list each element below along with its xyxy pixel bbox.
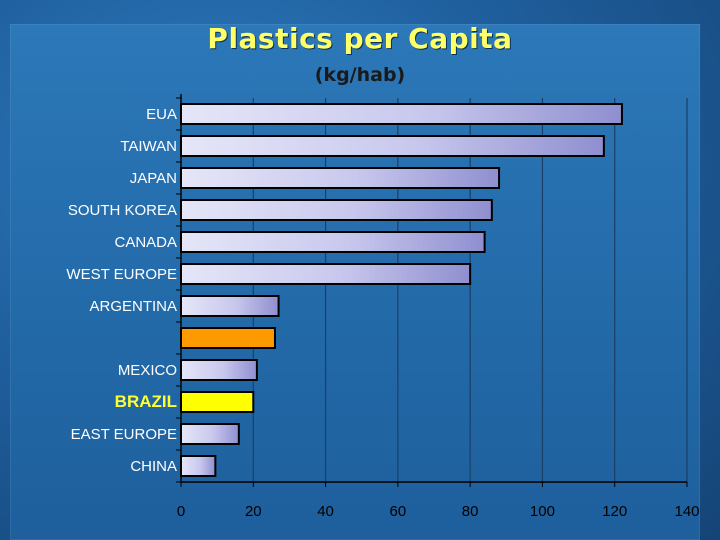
bar <box>180 167 501 189</box>
chart-title: Plastics per Capita <box>207 22 513 55</box>
x-tick-label: 120 <box>602 503 627 520</box>
category-label: BRAZIL <box>115 392 177 411</box>
category-label: TAIWAN <box>120 138 177 155</box>
category-label: EUA <box>146 106 177 123</box>
x-tick-label: 0 <box>177 503 185 520</box>
bar <box>180 231 486 253</box>
bar <box>180 455 217 477</box>
category-label: EAST EUROPE <box>71 426 177 443</box>
grid-lines <box>252 98 688 482</box>
x-tick-label: 60 <box>390 503 407 520</box>
tick-labels: 0 20 40 60 80 100 120 140 <box>177 503 700 520</box>
bar <box>180 295 280 317</box>
category-label: CHINA <box>130 458 177 475</box>
category-label: MEXICO <box>118 362 177 379</box>
bar <box>180 359 258 381</box>
category-labels: EUA TAIWAN JAPAN SOUTH KOREA CANADA WEST EURO… <box>66 106 177 475</box>
category-label: CANADA <box>114 234 177 251</box>
x-tick-label: 100 <box>530 503 555 520</box>
bar <box>180 103 623 125</box>
category-label: SOUTH KOREA <box>68 202 177 219</box>
category-label: WEST EUROPE <box>66 266 177 283</box>
category-label: JAPAN <box>130 170 177 187</box>
x-tick-label: 20 <box>245 503 262 520</box>
bar <box>180 423 240 445</box>
bars <box>180 103 623 477</box>
bar <box>180 135 605 157</box>
axes <box>176 94 688 487</box>
chart-subtitle: (kg/hab) <box>314 64 406 86</box>
x-tick-label: 140 <box>674 503 699 520</box>
bar <box>180 327 276 349</box>
category-label: ARGENTINA <box>89 298 177 315</box>
x-tick-label: 80 <box>462 503 479 520</box>
bar <box>180 199 493 221</box>
bar <box>180 263 472 285</box>
x-tick-label: 40 <box>317 503 334 520</box>
bar <box>180 391 255 413</box>
